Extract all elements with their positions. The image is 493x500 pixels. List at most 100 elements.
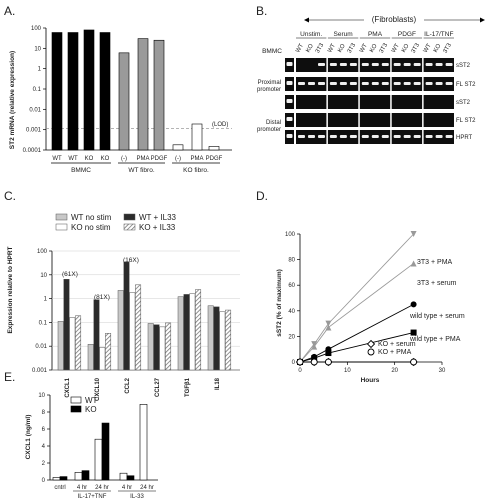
gel-block xyxy=(359,113,391,127)
bar xyxy=(172,144,184,151)
gel-block xyxy=(391,95,423,109)
gel-band xyxy=(371,135,379,138)
bar xyxy=(105,333,112,371)
group-label: BMMC xyxy=(71,167,91,174)
panel-a-chart: ST2 mRNA (relative expression) (LOD) 100… xyxy=(9,26,232,174)
bar xyxy=(81,470,90,481)
bar xyxy=(135,284,142,371)
panel-b-row-labels: sST2 FL ST2 sST2 FL ST2 HPRT xyxy=(456,63,476,141)
y-tick-label: 6 xyxy=(42,427,46,433)
x-tick-label: KO xyxy=(101,156,110,162)
gel-band xyxy=(361,135,369,138)
bar xyxy=(59,476,68,481)
group-label: WT fibro. xyxy=(128,167,154,174)
gel-band xyxy=(308,82,315,85)
x-tick-label: CCL2 xyxy=(125,377,131,393)
bar xyxy=(183,294,190,371)
y-tick-label: 0.001 xyxy=(32,368,48,374)
legend-label: KO + serum xyxy=(378,341,416,348)
bar xyxy=(225,309,232,371)
bar xyxy=(139,404,148,481)
y-tick-label: 20 xyxy=(288,334,295,340)
lane-label: KO xyxy=(433,43,443,54)
legend-label: KO no stim xyxy=(71,223,111,232)
y-tick-label: 80 xyxy=(288,258,295,264)
legend-label: WT xyxy=(85,396,98,405)
condition-label: IL-17/TNF xyxy=(424,31,453,38)
panel-a-bars xyxy=(51,29,220,151)
panel-d-series: 3T3 + PMA 3T3 + serum wild type + serum wil… xyxy=(295,231,465,367)
lane-label: 3T3 xyxy=(347,42,358,55)
gel-band xyxy=(435,135,443,138)
bar xyxy=(147,323,154,371)
x-tick-label: IL18 xyxy=(215,377,221,390)
gel-band xyxy=(318,82,325,85)
x-tick-label: PMA xyxy=(190,156,203,162)
x-tick-label: 10 xyxy=(344,368,351,374)
x-tick-label: (-) xyxy=(121,156,127,162)
legend-label: WT no stim xyxy=(71,213,112,222)
bar xyxy=(153,39,165,151)
panel-d-ylabel: sST2 (% of maximum) xyxy=(276,269,283,337)
marker xyxy=(325,320,332,327)
x-tick-label: cntrl xyxy=(54,485,65,491)
y-tick-label: 0.01 xyxy=(29,107,41,113)
panel-e-bars xyxy=(52,404,148,481)
marker xyxy=(324,358,332,366)
marker xyxy=(366,339,376,349)
condition-label: PDGF xyxy=(398,31,416,38)
gel-band xyxy=(329,63,337,66)
bar xyxy=(67,32,79,151)
marker xyxy=(367,348,375,356)
y-tick-label: 10 xyxy=(34,46,41,52)
marker xyxy=(311,343,318,350)
group-label: IL-33 xyxy=(130,494,144,500)
y-tick-label: 4 xyxy=(42,444,46,450)
panel-e-chart: CXCL1 (ng/ml) 0 2 4 6 8 10 cntrl 4 hr 24 hr 4 hr… xyxy=(25,393,158,500)
x-tick-label: 4 hr xyxy=(77,485,87,491)
bar xyxy=(129,292,136,371)
lane-label: KO xyxy=(369,43,379,54)
panel-e-x-labels: cntrl 4 hr 24 hr 4 hr 24 hr IL-17+TNF IL-33 xyxy=(54,485,156,500)
x-tick-label: PDGF xyxy=(151,156,168,162)
panel-b-condition-labels: Unstim. Serum PMA PDGF IL-17/TNF xyxy=(296,31,454,39)
gel-band xyxy=(413,82,421,85)
gel-band xyxy=(403,63,411,66)
gel-band xyxy=(425,63,433,66)
bar xyxy=(101,422,110,481)
bar xyxy=(75,315,82,371)
condition-label: PMA xyxy=(368,31,383,38)
legend-swatch xyxy=(55,213,68,221)
gel-band xyxy=(349,82,357,85)
bar xyxy=(51,32,63,151)
legend-label: KO xyxy=(85,405,97,414)
y-tick-label: 100 xyxy=(37,249,48,255)
panel-c-bars xyxy=(57,261,232,371)
lane-label: 3T3 xyxy=(443,42,454,55)
bar xyxy=(63,279,70,371)
gel-band-bmmc xyxy=(286,81,293,85)
lane-label: WT xyxy=(359,43,369,54)
gel-band-bmmc xyxy=(286,117,293,121)
row-label: sST2 xyxy=(456,63,471,69)
gel-band xyxy=(329,82,337,85)
bar xyxy=(74,472,83,481)
gel-block xyxy=(296,95,327,109)
lane-label: WT xyxy=(295,43,305,54)
gel-band xyxy=(381,135,389,138)
x-tick-label: WT xyxy=(52,156,62,162)
x-tick-label: KO xyxy=(85,156,94,162)
gel-band xyxy=(381,63,389,66)
y-tick-label: 0.0001 xyxy=(23,148,42,154)
bar xyxy=(126,475,135,481)
gel-band xyxy=(371,63,379,66)
gel-band xyxy=(425,82,433,85)
x-tick-label: 30 xyxy=(439,368,446,374)
bar xyxy=(153,324,160,371)
x-tick-label: WT xyxy=(68,156,78,162)
bar xyxy=(213,306,220,371)
lane-label: WT xyxy=(327,43,337,54)
lane-label: 3T3 xyxy=(411,42,422,55)
lane-label: WT xyxy=(423,43,433,54)
